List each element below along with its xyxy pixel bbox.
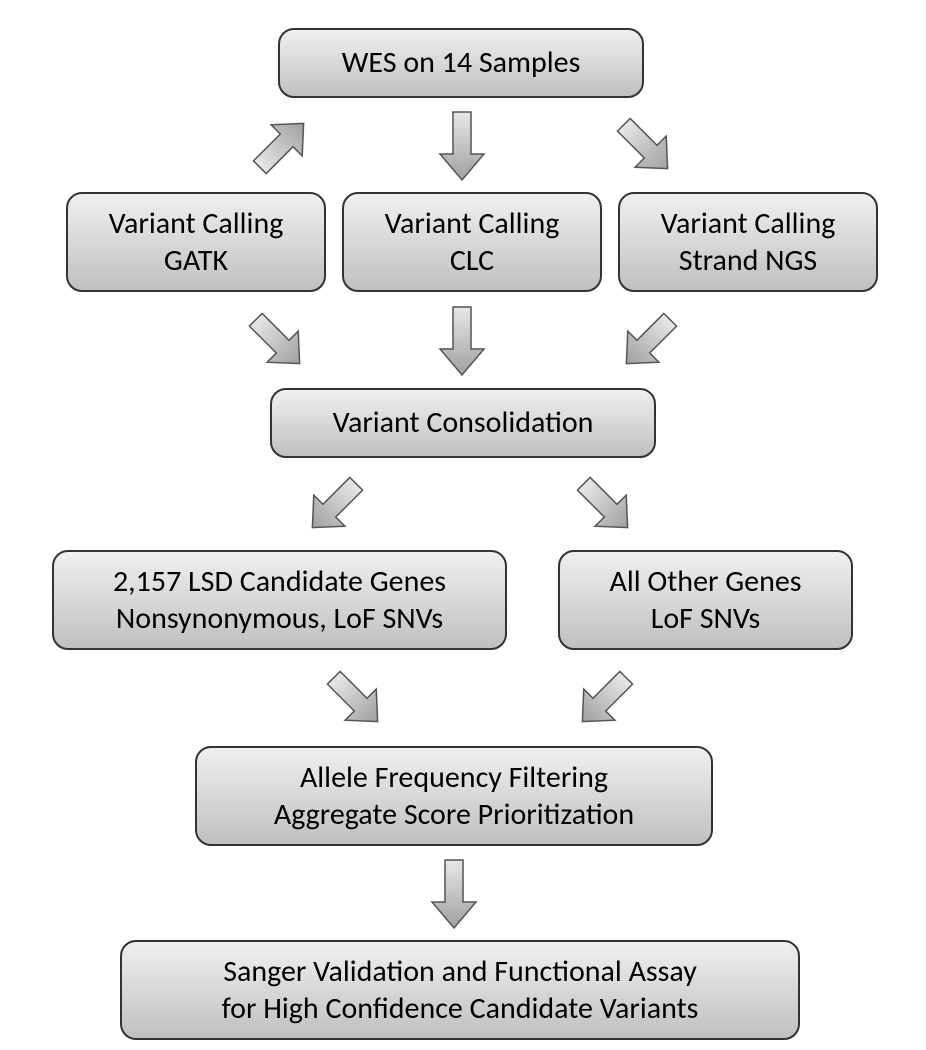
node-wes: WES on 14 Samples xyxy=(278,28,644,98)
node-lsd: 2,157 LSD Candidate Genes Nonsynonymous,… xyxy=(52,550,507,650)
node-gatk: Variant Calling GATK xyxy=(66,192,326,292)
node-consolidation: Variant Consolidation xyxy=(270,388,656,458)
node-text: Variant Calling xyxy=(385,205,560,243)
arrow-icon xyxy=(432,104,492,188)
node-clc: Variant Calling CLC xyxy=(342,192,602,292)
node-text: Variant Consolidation xyxy=(333,404,594,442)
arrow-icon xyxy=(232,298,322,384)
node-text: 2,157 LSD Candidate Genes xyxy=(113,563,446,601)
node-text: Allele Frequency Filtering xyxy=(300,759,608,797)
node-text: CLC xyxy=(450,242,494,280)
arrow-icon xyxy=(560,656,650,742)
node-text: Aggregate Score Prioritization xyxy=(274,796,634,834)
node-text: All Other Genes xyxy=(609,563,801,601)
node-text: Nonsynonymous, LoF SNVs xyxy=(116,600,443,638)
arrow-icon xyxy=(604,298,694,384)
node-filtering: Allele Frequency Filtering Aggregate Sco… xyxy=(195,746,713,846)
node-text: Sanger Validation and Functional Assay xyxy=(223,953,697,991)
arrow-icon xyxy=(560,462,650,548)
arrow-icon xyxy=(432,298,492,384)
node-other: All Other Genes LoF SNVs xyxy=(558,550,853,650)
node-text: LoF SNVs xyxy=(651,600,761,638)
node-sanger: Sanger Validation and Functional Assay f… xyxy=(120,940,800,1040)
node-text: for High Confidence Candidate Variants xyxy=(222,990,699,1028)
arrow-icon xyxy=(290,462,380,548)
arrow-icon xyxy=(310,656,400,742)
node-text: Variant Calling xyxy=(109,205,284,243)
node-text: GATK xyxy=(164,242,228,280)
node-strand: Variant Calling Strand NGS xyxy=(618,192,878,292)
arrow-icon xyxy=(600,104,690,188)
node-text: Variant Calling xyxy=(661,205,836,243)
node-text: Strand NGS xyxy=(679,242,817,280)
arrow-icon xyxy=(424,852,484,936)
node-text: WES on 14 Samples xyxy=(342,44,581,82)
arrow-icon xyxy=(236,104,326,188)
